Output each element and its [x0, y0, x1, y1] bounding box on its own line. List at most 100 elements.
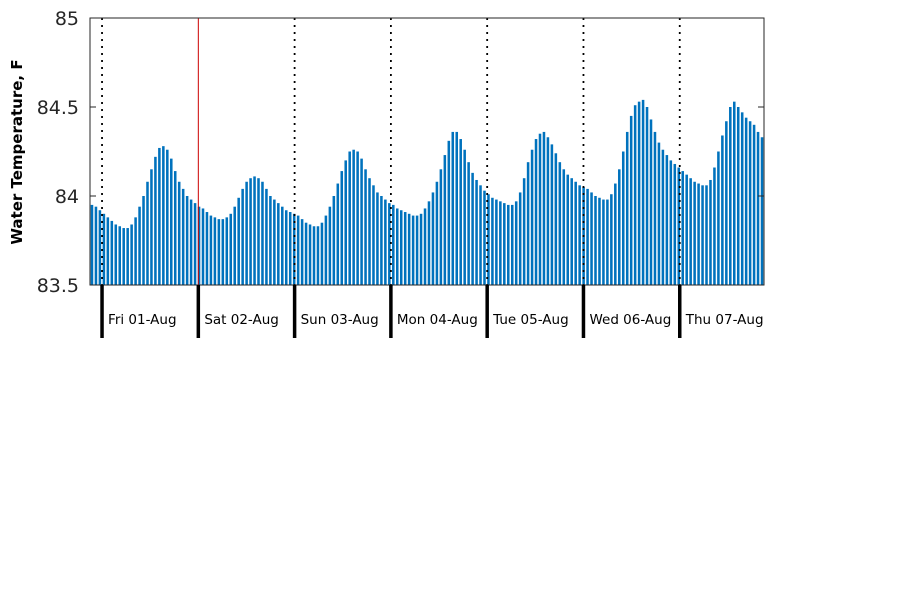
temperature-bar: [503, 203, 506, 285]
temperature-bar: [201, 208, 205, 285]
temperature-bar: [590, 192, 593, 285]
temperature-bar: [130, 224, 133, 285]
temperature-bar: [170, 158, 173, 285]
temperature-bar: [396, 208, 399, 285]
x-axis: Fri 01-Aug Sat 02-Aug Sun 03-Aug Mon 04-Aug…: [100, 285, 764, 338]
temperature-bar: [364, 169, 367, 285]
y-tick-label: 84: [55, 186, 79, 208]
temperature-bar: [443, 155, 447, 285]
temperature-bar: [653, 131, 657, 285]
temperature-bar: [657, 142, 661, 285]
temperature-bar: [495, 199, 498, 285]
bar-series: [90, 99, 764, 286]
y-axis-label: Water Temperature, F: [8, 59, 26, 244]
plot-frame: [89, 17, 765, 286]
temperature-bar: [241, 188, 244, 285]
temperature-bar: [332, 196, 336, 285]
temperature-bar: [618, 169, 621, 285]
temperature-bar: [372, 185, 375, 285]
temperature-bar: [431, 192, 435, 285]
temperature-bar: [261, 181, 264, 285]
temperature-bar: [197, 206, 201, 285]
temperature-bar: [205, 212, 209, 285]
day-label: Sat 02-Aug: [204, 312, 279, 328]
temperature-bar: [578, 185, 581, 285]
temperature-bar: [673, 163, 677, 285]
temperature-bar: [142, 196, 145, 285]
temperature-bar: [483, 190, 486, 285]
temperature-bar: [324, 215, 328, 285]
temperature-bar: [316, 226, 320, 285]
temperature-bar: [598, 197, 601, 285]
temperature-bar: [162, 146, 165, 285]
temperature-bar: [185, 196, 189, 285]
temperature-bar: [134, 217, 137, 285]
temperature-bar: [721, 135, 724, 285]
temperature-bar: [158, 147, 161, 285]
temperature-bar: [217, 219, 221, 285]
temperature-bar: [586, 188, 589, 285]
temperature-bar: [499, 201, 502, 285]
temperature-bar: [288, 212, 292, 285]
temperature-bar: [368, 178, 371, 285]
temperature-bar: [669, 160, 673, 285]
temperature-bar: [114, 224, 118, 285]
temperature-bar: [491, 197, 494, 285]
temperature-bar: [189, 199, 193, 285]
temperature-bar: [475, 179, 478, 285]
temperature-bar: [610, 194, 613, 285]
temperature-bar: [308, 224, 312, 285]
temperature-bar: [360, 158, 363, 285]
temperature-bar: [574, 181, 577, 285]
temperature-bar: [221, 219, 225, 285]
temperature-bar: [356, 151, 359, 285]
temperature-bar: [257, 178, 260, 285]
temperature-bar: [649, 119, 653, 286]
temperature-bar: [177, 181, 181, 285]
temperature-bar: [748, 121, 752, 286]
temperature-bar: [233, 206, 236, 285]
temperature-bar: [427, 201, 431, 285]
temperature-bar: [451, 131, 455, 285]
temperature-bar: [689, 178, 692, 285]
temperature-bar: [693, 181, 696, 285]
temperature-bar: [411, 215, 415, 285]
temperature-bar: [661, 149, 665, 285]
temperature-bar: [229, 213, 233, 285]
temperature-bar: [90, 204, 94, 285]
temperature-bar: [760, 137, 764, 285]
temperature-bar: [744, 117, 748, 286]
temperature-bar: [106, 217, 110, 285]
day-label: Thu 07-Aug: [685, 312, 764, 328]
temperature-bar: [94, 206, 98, 285]
temperature-bar: [518, 192, 522, 285]
temperature-bar: [681, 171, 684, 285]
temperature-bar: [550, 144, 554, 285]
temperature-bar: [388, 203, 391, 285]
temperature-bar: [296, 215, 300, 285]
temperature-bar: [340, 171, 344, 285]
temperature-bar: [733, 101, 736, 285]
temperature-bar: [281, 206, 284, 285]
temperature-bar: [756, 131, 760, 285]
temperature-bar: [705, 185, 708, 285]
temperature-bar: [110, 220, 114, 285]
temperature-bar: [277, 203, 280, 285]
temperature-bar: [546, 137, 550, 285]
temperature-bar: [193, 203, 197, 285]
temperature-bar: [154, 156, 157, 285]
temperature-bar: [269, 196, 272, 285]
temperature-bar: [225, 217, 229, 285]
temperature-bar: [304, 222, 308, 285]
temperature-bar: [265, 188, 268, 285]
temperature-bar: [530, 149, 534, 285]
temperature-bar: [439, 169, 443, 285]
temperature-bar: [542, 131, 546, 285]
day-label: Tue 05-Aug: [492, 312, 568, 328]
temperature-bar: [213, 217, 217, 285]
temperature-bar: [641, 99, 645, 285]
temperature-bar: [566, 174, 570, 285]
temperature-bar: [146, 181, 149, 285]
temperature-bar: [736, 107, 740, 285]
